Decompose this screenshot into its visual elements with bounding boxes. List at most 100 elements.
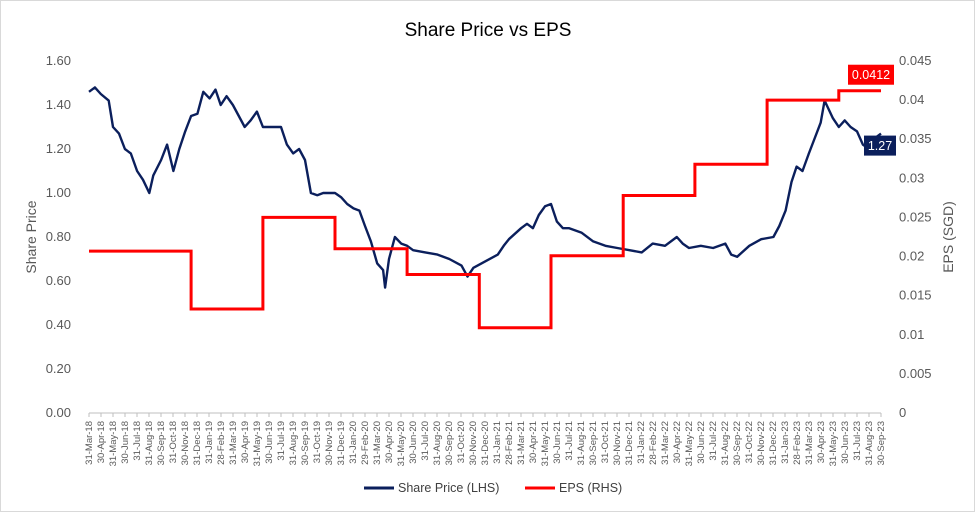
x-tick-label: 30-Jun-22 (696, 421, 707, 464)
x-tick-label: 31-Jul-20 (420, 421, 431, 461)
y-left-tick-label: 0.00 (46, 405, 71, 420)
x-tick-label: 31-Aug-23 (864, 421, 875, 465)
x-tick-label: 30-Apr-22 (672, 421, 683, 463)
x-tick-label: 30-Jun-19 (264, 421, 275, 464)
x-tick-label: 30-Sep-22 (732, 421, 743, 465)
x-tick-label: 31-May-19 (252, 421, 263, 466)
y-left-tick-label: 0.60 (46, 273, 71, 288)
x-tick-label: 31-Jul-21 (564, 421, 575, 461)
chart-title: Share Price vs EPS (405, 20, 572, 41)
share-price-line (88, 86, 882, 289)
x-tick-label: 31-Jan-20 (348, 421, 359, 464)
x-tick-label: 31-May-21 (540, 421, 551, 466)
x-tick-label: 30-Apr-21 (528, 421, 539, 463)
x-tick-label: 30-Apr-23 (816, 421, 827, 463)
x-tick-label: 31-May-23 (828, 421, 839, 466)
legend-label-eps: EPS (RHS) (559, 481, 622, 495)
y-right-tick-label: 0.03 (899, 170, 924, 185)
x-tick-label: 29-Feb-20 (360, 421, 371, 465)
x-tick-label: 28-Feb-22 (648, 421, 659, 465)
x-tick-label: 31-Aug-21 (576, 421, 587, 465)
x-tick-label: 31-Oct-18 (168, 421, 179, 463)
x-tick-label: 31-Oct-19 (312, 421, 323, 463)
y-left-tick-label: 1.60 (46, 53, 71, 68)
x-tick-label: 31-Jul-23 (852, 421, 863, 461)
y-right-tick-label: 0.045 (899, 53, 932, 68)
y-right-axis-ticks: 0 0.005 0.01 0.015 0.02 0.025 0.03 0.035 0.04 0.0… (899, 53, 932, 420)
x-tick-label: 30-Jun-18 (120, 421, 131, 464)
x-tick-label: 31-May-20 (396, 421, 407, 466)
y-right-tick-label: 0.015 (899, 288, 932, 303)
y-left-tick-label: 1.40 (46, 97, 71, 112)
x-tick-label: 31-Mar-19 (228, 421, 239, 465)
x-tick-label: 30-Sep-23 (876, 421, 887, 465)
legend: Share Price (LHS) EPS (RHS) (364, 481, 622, 495)
x-tick-label: 31-Jul-19 (276, 421, 287, 461)
x-tick-label: 31-Oct-21 (600, 421, 611, 463)
y-left-tick-label: 1.20 (46, 141, 71, 156)
x-tick-label: 30-Sep-19 (300, 421, 311, 465)
eps-line (89, 89, 881, 330)
x-tick-label: 31-Oct-20 (456, 421, 467, 463)
x-tick-label: 31-Aug-20 (432, 421, 443, 465)
x-tick-label: 31-Jul-18 (132, 421, 143, 461)
y-right-tick-label: 0.035 (899, 131, 932, 146)
x-tick-label: 30-Apr-19 (240, 421, 251, 463)
y-left-tick-label: 1.00 (46, 185, 71, 200)
x-tick-label: 30-Sep-18 (156, 421, 167, 465)
x-tick-label: 31-Aug-18 (144, 421, 155, 465)
x-tick-label: 31-Jan-22 (636, 421, 647, 464)
x-tick-label: 31-Mar-22 (660, 421, 671, 465)
x-tick-label: 30-Sep-21 (588, 421, 599, 465)
x-tick-label: 30-Jun-20 (408, 421, 419, 464)
x-tick-label: 30-Apr-20 (384, 421, 395, 463)
y-right-tick-label: 0.02 (899, 249, 924, 264)
x-tick-label: 30-Jun-23 (840, 421, 851, 464)
x-tick-label: 31-Dec-22 (768, 421, 779, 465)
y-left-tick-label: 0.40 (46, 317, 71, 332)
x-tick-label: 31-Mar-20 (372, 421, 383, 465)
x-axis-ticks: 31-Mar-18 30-Apr-18 31-May-18 30-Jun-18 31-J… (84, 413, 887, 466)
y-left-axis-ticks: 0.00 0.20 0.40 0.60 0.80 1.00 1.20 1.40 1.60 (46, 53, 71, 420)
price-callout: 1.27 (864, 135, 896, 156)
x-tick-label: 31-Aug-22 (720, 421, 731, 465)
x-tick-label: 31-Mar-23 (804, 421, 815, 465)
x-tick-label: 31-Aug-19 (288, 421, 299, 465)
y-right-tick-label: 0.005 (899, 366, 932, 381)
x-tick-label: 31-Jan-19 (204, 421, 215, 464)
eps-callout-label: 0.0412 (852, 68, 890, 82)
x-tick-label: 30-Nov-20 (468, 421, 479, 465)
x-tick-label: 31-May-22 (684, 421, 695, 466)
x-tick-label: 31-Dec-20 (480, 421, 491, 465)
x-tick-label: 30-Nov-22 (756, 421, 767, 465)
x-tick-label: 31-Mar-21 (516, 421, 527, 465)
y-right-tick-label: 0.04 (899, 92, 924, 107)
y-left-tick-label: 0.20 (46, 361, 71, 376)
price-callout-label: 1.27 (868, 139, 892, 153)
x-tick-label: 31-Oct-22 (744, 421, 755, 463)
price-callout-box (864, 135, 896, 156)
legend-label-share-price: Share Price (LHS) (398, 481, 499, 495)
x-tick-label: 28-Feb-23 (792, 421, 803, 465)
x-tick-label: 31-May-18 (108, 421, 119, 466)
y-right-axis-title: EPS (SGD) (940, 201, 956, 273)
x-tick-label: 31-Jul-22 (708, 421, 719, 461)
x-tick-label: 31-Dec-21 (624, 421, 635, 465)
x-tick-label: 30-Jun-21 (552, 421, 563, 464)
y-right-tick-label: 0.025 (899, 209, 932, 224)
x-tick-label: 31-Mar-18 (84, 421, 95, 465)
x-tick-label: 28-Feb-19 (216, 421, 227, 465)
x-tick-label: 31-Jan-21 (492, 421, 503, 464)
y-left-axis-title: Share Price (23, 200, 39, 273)
x-tick-label: 28-Feb-21 (504, 421, 515, 465)
x-tick-label: 30-Sep-20 (444, 421, 455, 465)
x-tick-label: 30-Nov-21 (612, 421, 623, 465)
x-tick-label: 30-Nov-18 (180, 421, 191, 465)
x-tick-label: 31-Dec-18 (192, 421, 203, 465)
y-right-tick-label: 0.01 (899, 327, 924, 342)
eps-callout-box (848, 64, 894, 85)
x-tick-label: 31-Dec-19 (336, 421, 347, 465)
eps-callout: 0.0412 (848, 64, 894, 85)
